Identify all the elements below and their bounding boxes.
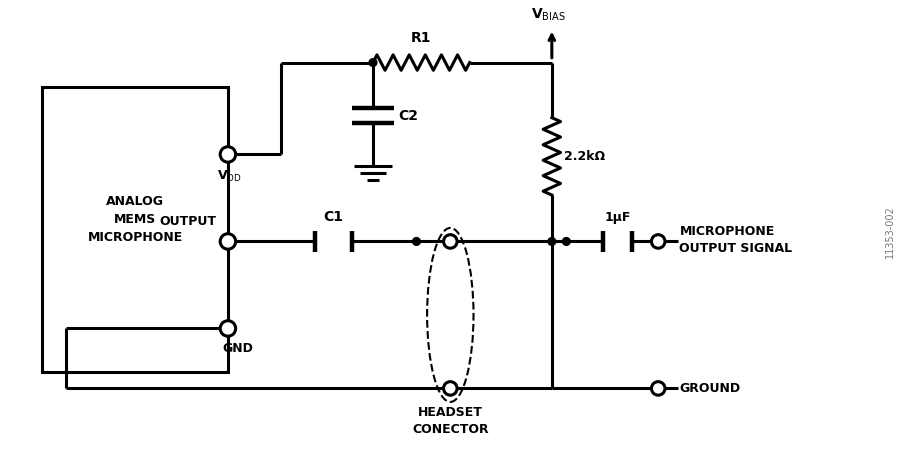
Text: MICROPHONE
OUTPUT SIGNAL: MICROPHONE OUTPUT SIGNAL (679, 225, 792, 255)
Text: ANALOG
MEMS
MICROPHONE: ANALOG MEMS MICROPHONE (87, 195, 183, 244)
Circle shape (652, 381, 665, 395)
Circle shape (444, 381, 457, 395)
Circle shape (562, 238, 570, 245)
Text: V$_{\rm DD}$: V$_{\rm DD}$ (218, 169, 243, 184)
Circle shape (548, 238, 556, 245)
Text: 2.2kΩ: 2.2kΩ (564, 150, 606, 163)
Circle shape (444, 234, 457, 248)
Circle shape (652, 234, 665, 248)
Circle shape (221, 321, 235, 336)
Text: R1: R1 (411, 31, 432, 45)
Bar (42, 87, 228, 372)
Text: OUTPUT: OUTPUT (159, 215, 216, 228)
Text: C2: C2 (398, 109, 418, 123)
Circle shape (221, 234, 235, 249)
Circle shape (221, 146, 235, 162)
Text: GROUND: GROUND (679, 382, 741, 395)
Text: HEADSET
CONECTOR: HEADSET CONECTOR (412, 406, 489, 436)
Text: 11353-002: 11353-002 (885, 205, 895, 258)
Text: GND: GND (222, 342, 253, 355)
Text: 1μF: 1μF (605, 211, 630, 224)
Text: C1: C1 (323, 210, 344, 224)
Circle shape (413, 238, 420, 245)
Text: V$_{\rm BIAS}$: V$_{\rm BIAS}$ (530, 7, 565, 23)
Circle shape (369, 58, 377, 66)
